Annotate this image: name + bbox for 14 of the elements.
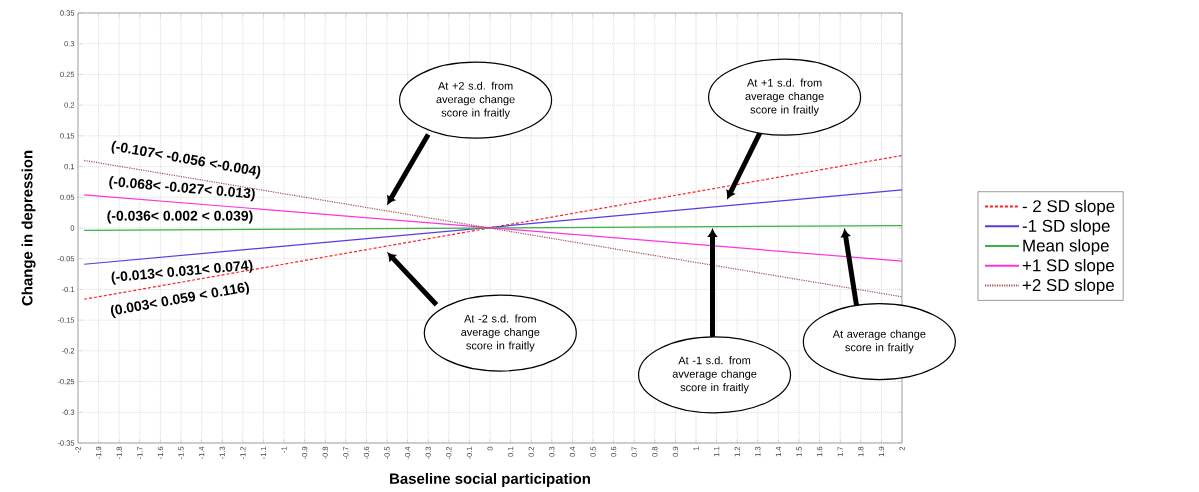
annotation: At -2 s.d. from average change score in fraitly	[461, 314, 540, 352]
legend-label: - 2 SD slope	[1022, 199, 1115, 216]
annotation: At average change score in fraitly	[832, 329, 926, 354]
legend-label: +1 SD slope	[1022, 258, 1114, 275]
legend-label: Mean slope	[1023, 239, 1109, 255]
y-axis-title: Change in depression	[21, 150, 36, 306]
annotation: At -1 s.d. from avverage change score in fraitly	[672, 356, 757, 394]
annotation: (-0.036< 0.002 < 0.039)	[107, 210, 253, 224]
annotation: At +2 s.d. from average change score in fraitly	[436, 81, 515, 119]
annotation: (-0.068< -0.027< 0.013)	[109, 176, 255, 202]
x-axis-title: Baseline social participation	[390, 473, 590, 487]
legend-label: -1 SD slope	[1022, 219, 1110, 236]
annotation: At +1 s.d. from average change score in fraitly	[745, 78, 824, 116]
legend-label: +2 SD slope	[1022, 278, 1114, 295]
